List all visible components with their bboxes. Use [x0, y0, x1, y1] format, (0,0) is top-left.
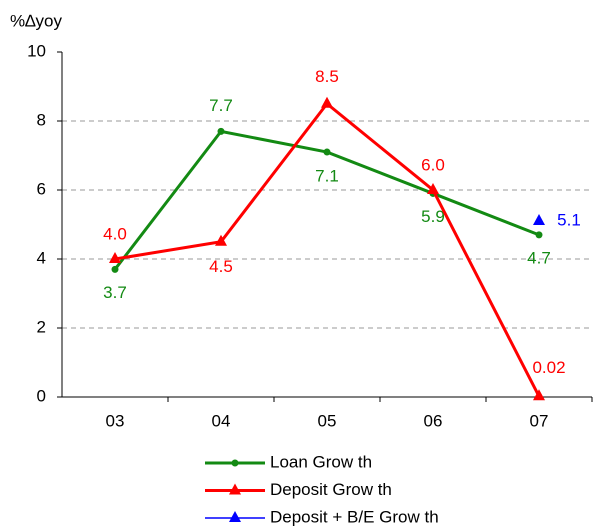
legend-marker [229, 483, 241, 495]
y-tick-label: 6 [37, 179, 46, 198]
legend-label: Deposit + B/E Grow th [270, 507, 439, 526]
x-tick-label: 04 [212, 411, 231, 430]
marker [533, 389, 545, 401]
y-tick-label: 8 [37, 110, 46, 129]
x-tick-label: 07 [530, 411, 549, 430]
data-label: 4.5 [209, 257, 233, 276]
data-label: 5.9 [421, 207, 445, 226]
data-label: 7.7 [209, 96, 233, 115]
y-tick-label: 10 [27, 41, 46, 60]
data-label: 4.0 [103, 224, 127, 243]
y-tick-label: 2 [37, 317, 46, 336]
data-label: 7.1 [315, 167, 339, 186]
data-label: 4.7 [527, 248, 551, 267]
x-tick-label: 06 [424, 411, 443, 430]
line [114, 101, 541, 397]
marker [321, 96, 333, 108]
marker [533, 214, 545, 226]
y-axis-label: %∆yoy [10, 11, 62, 30]
x-tick-label: 05 [318, 411, 337, 430]
marker [427, 183, 439, 194]
marker [217, 127, 225, 135]
data-label: 0.02 [532, 358, 565, 377]
legend-marker [231, 459, 239, 467]
legend-marker [229, 511, 241, 522]
marker [215, 234, 227, 246]
data-label: 3.7 [103, 283, 127, 302]
marker [109, 252, 121, 263]
marker [111, 265, 119, 273]
data-label: 8.5 [315, 67, 339, 86]
y-tick-label: 4 [37, 248, 46, 267]
data-label: 6.0 [421, 155, 445, 174]
data-label: 5.1 [557, 211, 581, 230]
legend-label: Loan Grow th [270, 452, 372, 471]
y-tick-label: 0 [37, 386, 46, 405]
marker [535, 231, 543, 239]
legend-label: Deposit Grow th [270, 480, 392, 499]
x-tick-label: 03 [106, 411, 125, 430]
marker [323, 148, 331, 156]
